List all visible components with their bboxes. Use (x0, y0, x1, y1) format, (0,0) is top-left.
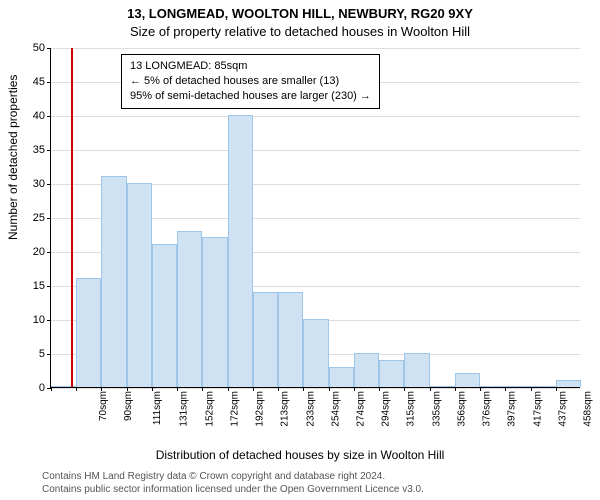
annotation-line3: 95% of semi-detached houses are larger (… (130, 89, 371, 104)
x-tick-mark (329, 387, 330, 391)
histogram-bar (556, 380, 581, 387)
histogram-bar (303, 319, 328, 387)
x-tick-label: 397sqm (507, 391, 518, 427)
y-tick-mark (47, 82, 51, 83)
x-tick-label: 376sqm (482, 391, 493, 427)
x-tick-mark (505, 387, 506, 391)
x-tick-mark (278, 387, 279, 391)
x-tick-label: 90sqm (123, 391, 134, 421)
gridline (51, 116, 580, 117)
histogram-bar (404, 353, 429, 387)
histogram-bar (101, 176, 126, 387)
footer-line2: Contains public sector information licen… (42, 484, 424, 497)
y-tick-mark (47, 116, 51, 117)
x-tick-label: 335sqm (431, 391, 442, 427)
x-tick-mark (51, 387, 52, 391)
x-tick-label: 152sqm (204, 391, 215, 427)
gridline (51, 48, 580, 49)
x-tick-label: 315sqm (406, 391, 417, 427)
x-tick-label: 274sqm (356, 391, 367, 427)
chart-title-subtitle: Size of property relative to detached ho… (0, 24, 600, 39)
histogram-bar (505, 386, 530, 387)
x-tick-mark (556, 387, 557, 391)
y-tick-mark (47, 286, 51, 287)
x-tick-label: 172sqm (229, 391, 240, 427)
chart-title-address: 13, LONGMEAD, WOOLTON HILL, NEWBURY, RG2… (0, 6, 600, 21)
x-tick-mark (531, 387, 532, 391)
footer-line1: Contains HM Land Registry data © Crown c… (42, 471, 424, 484)
y-axis-label: Number of detached properties (6, 75, 20, 240)
plot-area: 0510152025303540455070sqm90sqm111sqm131s… (50, 48, 580, 388)
x-tick-label: 356sqm (457, 391, 468, 427)
x-tick-mark (253, 387, 254, 391)
x-axis-label: Distribution of detached houses by size … (0, 448, 600, 462)
y-tick-mark (47, 48, 51, 49)
x-tick-mark (152, 387, 153, 391)
x-tick-label: 417sqm (532, 391, 543, 427)
x-tick-mark (127, 387, 128, 391)
x-tick-mark (202, 387, 203, 391)
x-tick-label: 70sqm (98, 391, 109, 421)
histogram-bar (278, 292, 303, 387)
x-tick-mark (404, 387, 405, 391)
x-tick-label: 294sqm (381, 391, 392, 427)
y-tick-mark (47, 354, 51, 355)
histogram-bar (455, 373, 480, 387)
x-tick-mark (101, 387, 102, 391)
chart-footer: Contains HM Land Registry data © Crown c… (42, 471, 424, 496)
x-tick-mark (303, 387, 304, 391)
gridline (51, 150, 580, 151)
x-tick-mark (430, 387, 431, 391)
histogram-bar (379, 360, 404, 387)
y-tick-mark (47, 150, 51, 151)
y-tick-mark (47, 218, 51, 219)
histogram-bar (354, 353, 379, 387)
histogram-bar (202, 237, 227, 387)
annotation-box: 13 LONGMEAD: 85sqm ← 5% of detached hous… (121, 54, 380, 109)
x-tick-mark (480, 387, 481, 391)
histogram-bar (228, 115, 253, 387)
x-tick-mark (228, 387, 229, 391)
x-tick-label: 213sqm (280, 391, 291, 427)
x-tick-mark (354, 387, 355, 391)
x-tick-label: 254sqm (330, 391, 341, 427)
subject-property-marker (71, 48, 73, 387)
x-tick-label: 111sqm (152, 391, 163, 425)
histogram-bar (480, 386, 505, 387)
x-tick-label: 192sqm (255, 391, 266, 427)
x-tick-label: 131sqm (179, 391, 190, 427)
y-tick-mark (47, 252, 51, 253)
histogram-bar (152, 244, 177, 387)
annotation-line1: 13 LONGMEAD: 85sqm (130, 59, 371, 74)
x-tick-label: 233sqm (305, 391, 316, 427)
histogram-bar (76, 278, 101, 387)
histogram-bar (253, 292, 278, 387)
histogram-bar (531, 386, 556, 387)
property-size-chart: 13, LONGMEAD, WOOLTON HILL, NEWBURY, RG2… (0, 0, 600, 500)
x-tick-label: 458sqm (583, 391, 594, 427)
histogram-bar (127, 183, 152, 387)
x-tick-mark (76, 387, 77, 391)
x-tick-label: 437sqm (557, 391, 568, 427)
annotation-line2: ← 5% of detached houses are smaller (13) (130, 74, 371, 89)
histogram-bar (329, 367, 354, 387)
gridline (51, 388, 580, 389)
histogram-bar (177, 231, 202, 387)
x-tick-mark (455, 387, 456, 391)
x-tick-mark (177, 387, 178, 391)
y-tick-mark (47, 320, 51, 321)
histogram-bar (430, 386, 455, 387)
x-tick-mark (379, 387, 380, 391)
y-tick-mark (47, 184, 51, 185)
